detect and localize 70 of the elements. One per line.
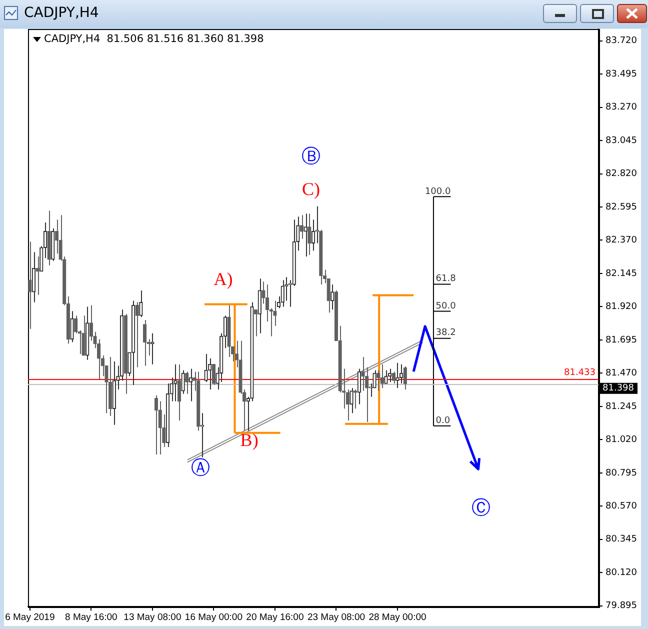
annotation: A) [214, 268, 233, 289]
candlestick [280, 280, 284, 308]
candlestick [128, 352, 132, 377]
y-tick-label: 82.370 [606, 236, 638, 246]
y-tick-label: 80.345 [606, 534, 638, 545]
annotation: 100.0 [424, 186, 451, 197]
candlestick [308, 213, 312, 256]
candlestick [70, 310, 74, 343]
candlestick [135, 302, 139, 368]
annotation: C) [302, 178, 320, 199]
y-tick-label: 83.495 [606, 69, 638, 80]
y-tick-label: 81.470 [606, 368, 638, 379]
candlestick [396, 362, 400, 388]
y-tick-label: 81.695 [606, 335, 638, 346]
candlestick [139, 290, 143, 318]
candlestick [154, 394, 158, 455]
candlestick [380, 364, 384, 388]
annotation: Ⓒ [471, 497, 490, 520]
candlestick [89, 304, 94, 342]
ref-line-label: 81.433 [564, 368, 596, 378]
y-tick-label: 82.595 [606, 202, 638, 212]
candlestick [181, 370, 185, 394]
candlestick [212, 364, 216, 386]
y-tick-label: 81.020 [606, 435, 638, 446]
candlestick [150, 332, 154, 365]
candlestick [350, 387, 354, 414]
annotation: B) [240, 430, 258, 450]
y-tick-label: 82.820 [606, 169, 638, 180]
annotation: 38.2 [436, 328, 456, 338]
candlestick [28, 241, 32, 330]
candlestick [300, 214, 304, 240]
candlestick [204, 353, 208, 383]
annotation: 0.0 [436, 416, 450, 426]
ref-line-label: 81.398 [602, 384, 634, 394]
y-tick-label: 83.270 [606, 102, 638, 113]
candlestick [403, 366, 407, 390]
candlestick [265, 284, 270, 322]
y-tick-label: 81.245 [606, 402, 638, 412]
candlestick [185, 371, 189, 394]
candlestick [142, 320, 147, 366]
y-tick-label: 80.120 [606, 568, 638, 578]
x-tick-label: 20 May 16:00 [246, 612, 304, 623]
candlestick [74, 315, 78, 334]
candlestick [208, 358, 212, 390]
y-tick-label: 79.895 [606, 601, 638, 612]
annotation: Ⓐ [191, 457, 210, 480]
chart-subtitle: CADJPY,H4 81.506 81.516 81.360 81.398 [44, 33, 264, 45]
candlestick [384, 370, 388, 384]
candlestick [36, 256, 40, 296]
x-tick-label: 13 May 08:00 [124, 612, 182, 623]
x-tick-label: 6 May 2019 [5, 612, 55, 623]
y-tick-label: 83.720 [606, 36, 638, 46]
candlestick [330, 284, 334, 310]
annotation: Ⓑ [301, 145, 320, 168]
x-tick-label: 16 May 00:00 [184, 612, 242, 623]
candlestick [361, 356, 365, 392]
x-tick-label: 28 May 00:00 [368, 612, 426, 623]
chart-title: CADJPY,H4 [24, 5, 99, 21]
annotation: 61.8 [436, 274, 456, 284]
candlestick [392, 371, 396, 384]
annotation: 50.0 [436, 301, 456, 312]
candlestick [311, 219, 316, 252]
x-tick-label: 23 May 08:00 [307, 612, 366, 623]
y-tick-label: 80.570 [606, 501, 638, 512]
y-tick-label: 83.045 [606, 136, 638, 146]
y-tick-label: 80.795 [606, 468, 638, 478]
candlestick [82, 315, 86, 356]
y-tick-label: 81.920 [606, 302, 638, 312]
y-tick-label: 82.145 [606, 268, 638, 279]
x-tick-label: 8 May 16:00 [65, 612, 118, 623]
